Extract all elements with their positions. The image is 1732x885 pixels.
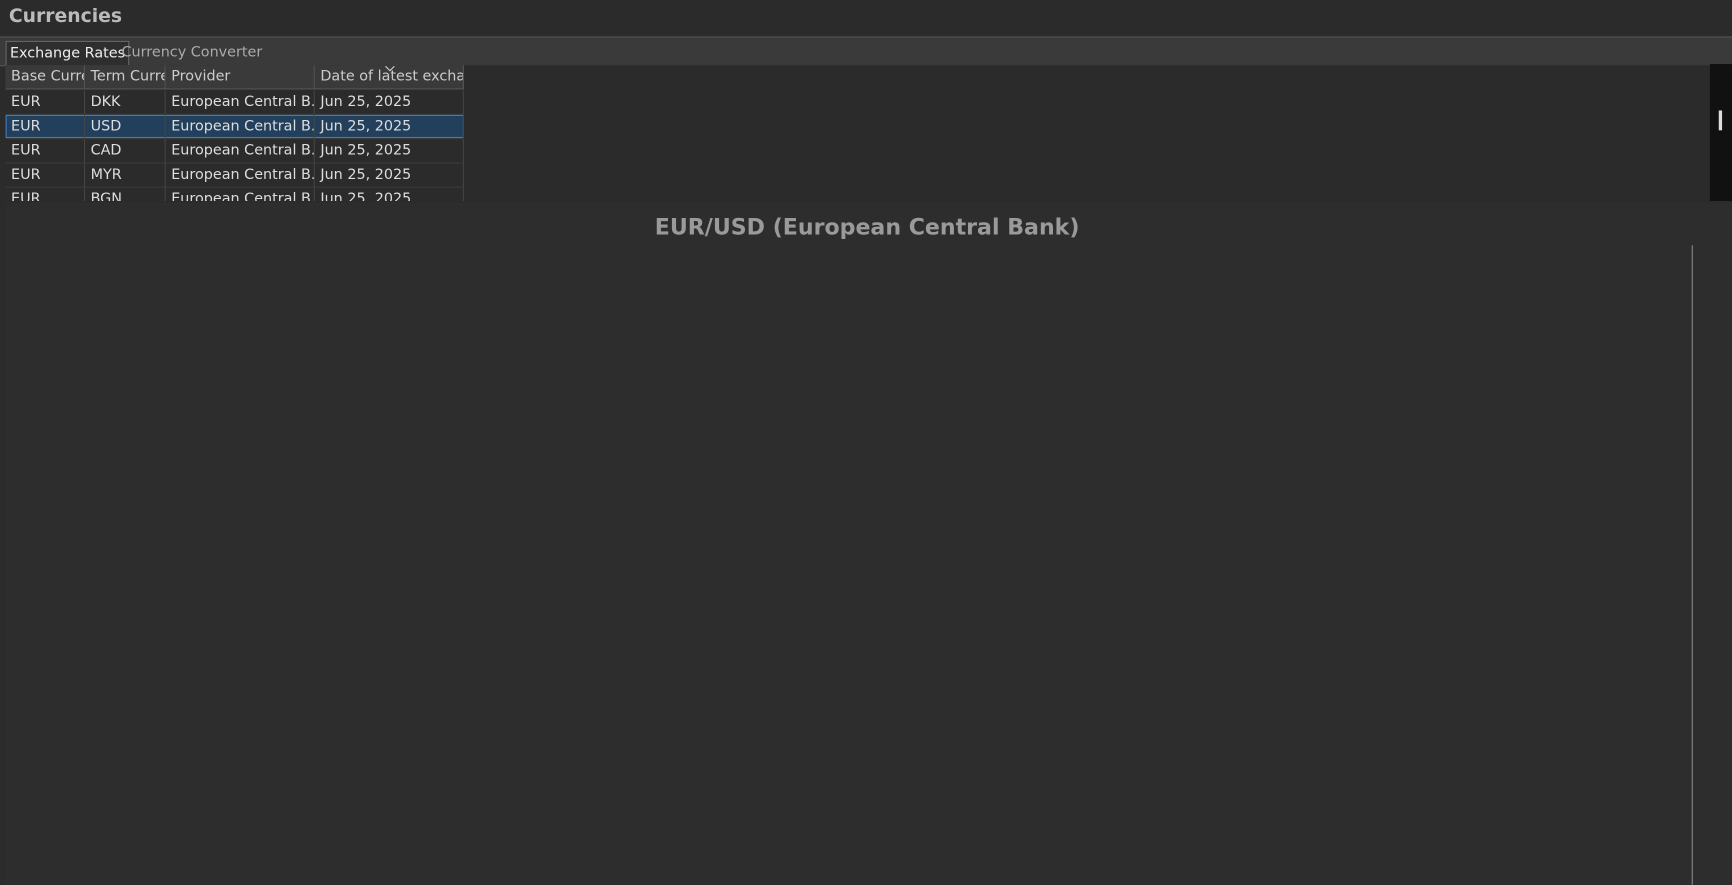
- table-cell[interactable]: Jun 25, 2025: [314, 139, 464, 164]
- table-cell[interactable]: USD: [85, 114, 166, 140]
- table-cell[interactable]: Jun 25, 2025: [315, 187, 464, 202]
- tab-bar: Exchange Rates Currency Converter: [0, 36, 1732, 67]
- tab[interactable]: Exchange Rates: [5, 40, 130, 66]
- scroll-thumb[interactable]: [1718, 110, 1723, 131]
- table-cell[interactable]: European Central B...: [166, 187, 315, 202]
- chart: EUR/USD (European Central Bank): [5, 202, 1732, 885]
- table-cell[interactable]: MYR: [85, 163, 166, 188]
- table-cell[interactable]: EUR: [5, 90, 86, 115]
- table-cell[interactable]: BGN: [85, 187, 166, 202]
- column-header[interactable]: Term Curre: [85, 65, 166, 90]
- table-cell[interactable]: CAD: [85, 139, 166, 164]
- column-header[interactable]: Base Curre: [5, 65, 86, 90]
- scrollbar[interactable]: [1709, 64, 1732, 202]
- column-header[interactable]: Date of latest exchan: [314, 65, 464, 90]
- table-cell[interactable]: EUR: [5, 163, 86, 188]
- column-header[interactable]: Provider: [165, 65, 315, 90]
- table-cell[interactable]: European Central B...: [165, 163, 315, 188]
- table-cell[interactable]: EUR: [5, 139, 86, 164]
- table-cell[interactable]: European Central B...: [165, 90, 315, 115]
- table-cell[interactable]: Jun 25, 2025: [314, 90, 464, 115]
- panel-title: Currencies: [8, 5, 123, 28]
- sort-chevron: [385, 65, 395, 72]
- rates-table: Base Curre Term Curre Provider Date of late…: [5, 65, 1710, 202]
- table-cell[interactable]: Jun 25, 2025: [314, 163, 464, 188]
- table-cell[interactable]: European Central B...: [165, 114, 315, 140]
- table-cell[interactable]: Jun 25, 2025: [314, 114, 464, 140]
- sort-indicator: 0.80.911.11.21.31.41.51.61.7199920012003…: [385, 65, 395, 72]
- chart-background: [5, 202, 1732, 885]
- chart-title: EUR/USD (European Central Bank): [655, 215, 1080, 241]
- table-cell[interactable]: EUR: [6, 187, 86, 202]
- table-cell[interactable]: European Central B...: [165, 139, 315, 164]
- table-cell[interactable]: EUR: [5, 114, 86, 140]
- table-cell[interactable]: DKK: [85, 90, 166, 115]
- tab[interactable]: Currency Converter: [121, 44, 263, 61]
